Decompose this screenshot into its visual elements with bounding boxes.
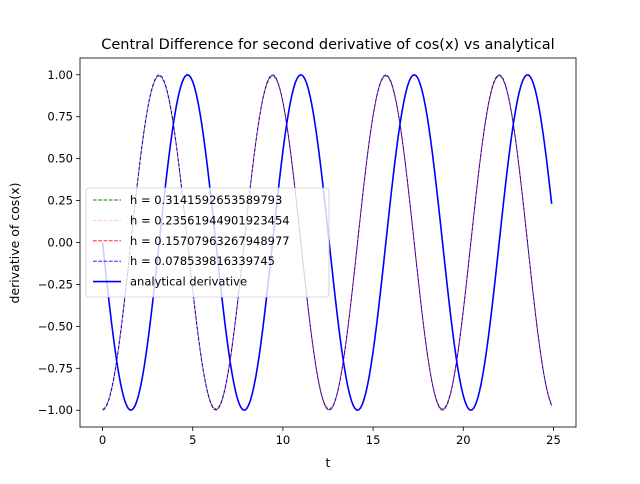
chart-title: Central Difference for second derivative… — [101, 37, 554, 53]
x-tick-label: 20 — [456, 433, 471, 447]
y-tick-label: −0.75 — [38, 361, 73, 375]
legend-label: h = 0.23561944901923454 — [130, 213, 290, 227]
y-tick-label: 0.75 — [47, 110, 73, 124]
legend-label: h = 0.15707963267948977 — [130, 234, 290, 248]
y-tick-label: −0.50 — [38, 319, 73, 333]
legend-box — [85, 187, 330, 298]
legend-label: h = 0.078539816339745 — [130, 254, 275, 268]
x-tick-label: 5 — [189, 433, 196, 447]
x-axis-label: t — [326, 455, 331, 470]
y-tick-label: 0.00 — [47, 236, 73, 250]
y-tick-label: −1.00 — [38, 403, 73, 417]
y-tick-label: −0.25 — [38, 277, 73, 291]
x-tick-label: 10 — [276, 433, 291, 447]
y-tick-label: 0.25 — [47, 194, 73, 208]
legend: h = 0.3141592653589793 h = 0.235619449019… — [85, 187, 330, 298]
x-axis-ticks: 0 5 10 15 20 25 — [99, 427, 561, 447]
x-tick-label: 15 — [366, 433, 381, 447]
legend-label: analytical derivative — [130, 275, 247, 289]
legend-label: h = 0.3141592653589793 — [130, 193, 282, 207]
y-axis-ticks: −1.00 −0.75 −0.50 −0.25 0.00 0.25 0.50 0.75 1.00 — [38, 68, 80, 417]
y-tick-label: 1.00 — [47, 68, 73, 82]
y-axis-label: derivative of cos(x) — [7, 183, 22, 304]
x-tick-label: 25 — [546, 433, 561, 447]
series-line-4 — [102, 74, 553, 411]
x-tick-label: 0 — [99, 433, 106, 447]
y-tick-label: 0.50 — [47, 152, 73, 166]
